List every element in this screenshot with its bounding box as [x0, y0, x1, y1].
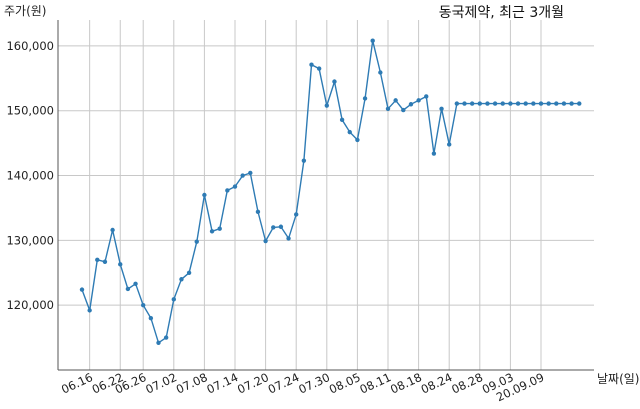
- data-point: [248, 170, 253, 176]
- data-point: [469, 101, 475, 106]
- data-point: [431, 151, 437, 156]
- data-point: [424, 94, 429, 99]
- data-point: [156, 340, 161, 345]
- data-point: [133, 281, 138, 286]
- data-point: [102, 259, 108, 264]
- data-point: [118, 262, 123, 267]
- data-point: [355, 137, 360, 143]
- data-point: [202, 192, 207, 198]
- grid-layer: [58, 20, 594, 370]
- data-point: [309, 62, 314, 67]
- data-point: [492, 101, 498, 106]
- axis-layer: 120,000130,000140,000150,000160,00006.16…: [6, 20, 594, 404]
- data-point: [439, 106, 444, 111]
- data-point: [186, 270, 192, 275]
- data-point: [125, 286, 131, 292]
- chart-title: 동국제약, 최근 3개월: [439, 5, 564, 21]
- data-point: [148, 315, 154, 321]
- series-layer: [79, 38, 582, 345]
- data-point: [141, 302, 146, 308]
- data-point: [332, 79, 337, 84]
- data-point: [294, 212, 299, 217]
- data-point: [110, 227, 115, 233]
- data-point: [477, 101, 482, 106]
- data-point: [454, 101, 460, 106]
- y-tick-label: 150,000: [6, 104, 54, 118]
- data-point: [385, 106, 391, 111]
- price-line: [81, 40, 580, 344]
- data-point: [339, 117, 345, 123]
- data-point: [393, 98, 398, 103]
- y-tick-label: 140,000: [6, 169, 54, 183]
- data-point: [232, 184, 238, 189]
- y-axis-label: 주가(원): [4, 4, 46, 18]
- data-point: [347, 129, 352, 135]
- data-point: [240, 173, 245, 178]
- data-point: [278, 224, 284, 229]
- data-point: [301, 158, 307, 163]
- data-point: [370, 38, 375, 43]
- data-point: [171, 297, 176, 302]
- y-tick-label: 130,000: [6, 233, 54, 247]
- data-point: [554, 101, 559, 106]
- data-point: [263, 238, 268, 244]
- y-tick-label: 160,000: [6, 39, 54, 53]
- data-point: [286, 236, 291, 241]
- data-point: [569, 101, 574, 106]
- data-point: [179, 277, 184, 282]
- data-point: [523, 101, 528, 106]
- data-point: [378, 70, 383, 75]
- data-point: [416, 98, 421, 103]
- data-point: [531, 101, 536, 106]
- data-point: [515, 101, 521, 106]
- data-point: [271, 225, 276, 230]
- x-axis-label: 날짜(일): [597, 372, 639, 386]
- data-point: [561, 101, 567, 106]
- data-point: [194, 239, 199, 244]
- data-point: [462, 101, 467, 106]
- data-point: [577, 101, 582, 106]
- data-point: [209, 229, 215, 234]
- data-point: [500, 101, 505, 106]
- data-point: [217, 226, 222, 231]
- data-point: [485, 101, 490, 106]
- data-point: [255, 209, 261, 215]
- data-point: [324, 103, 329, 108]
- y-tick-label: 120,000: [6, 298, 54, 312]
- data-point: [408, 102, 414, 107]
- data-point: [538, 101, 544, 106]
- data-point: [87, 308, 92, 313]
- data-point: [163, 335, 169, 340]
- data-point: [79, 287, 85, 292]
- data-point: [362, 96, 368, 101]
- data-point: [508, 101, 513, 106]
- data-point: [95, 257, 100, 263]
- data-point: [316, 66, 322, 71]
- data-point: [225, 188, 230, 193]
- data-point: [401, 107, 406, 113]
- data-point: [447, 142, 452, 147]
- data-point: [546, 101, 551, 106]
